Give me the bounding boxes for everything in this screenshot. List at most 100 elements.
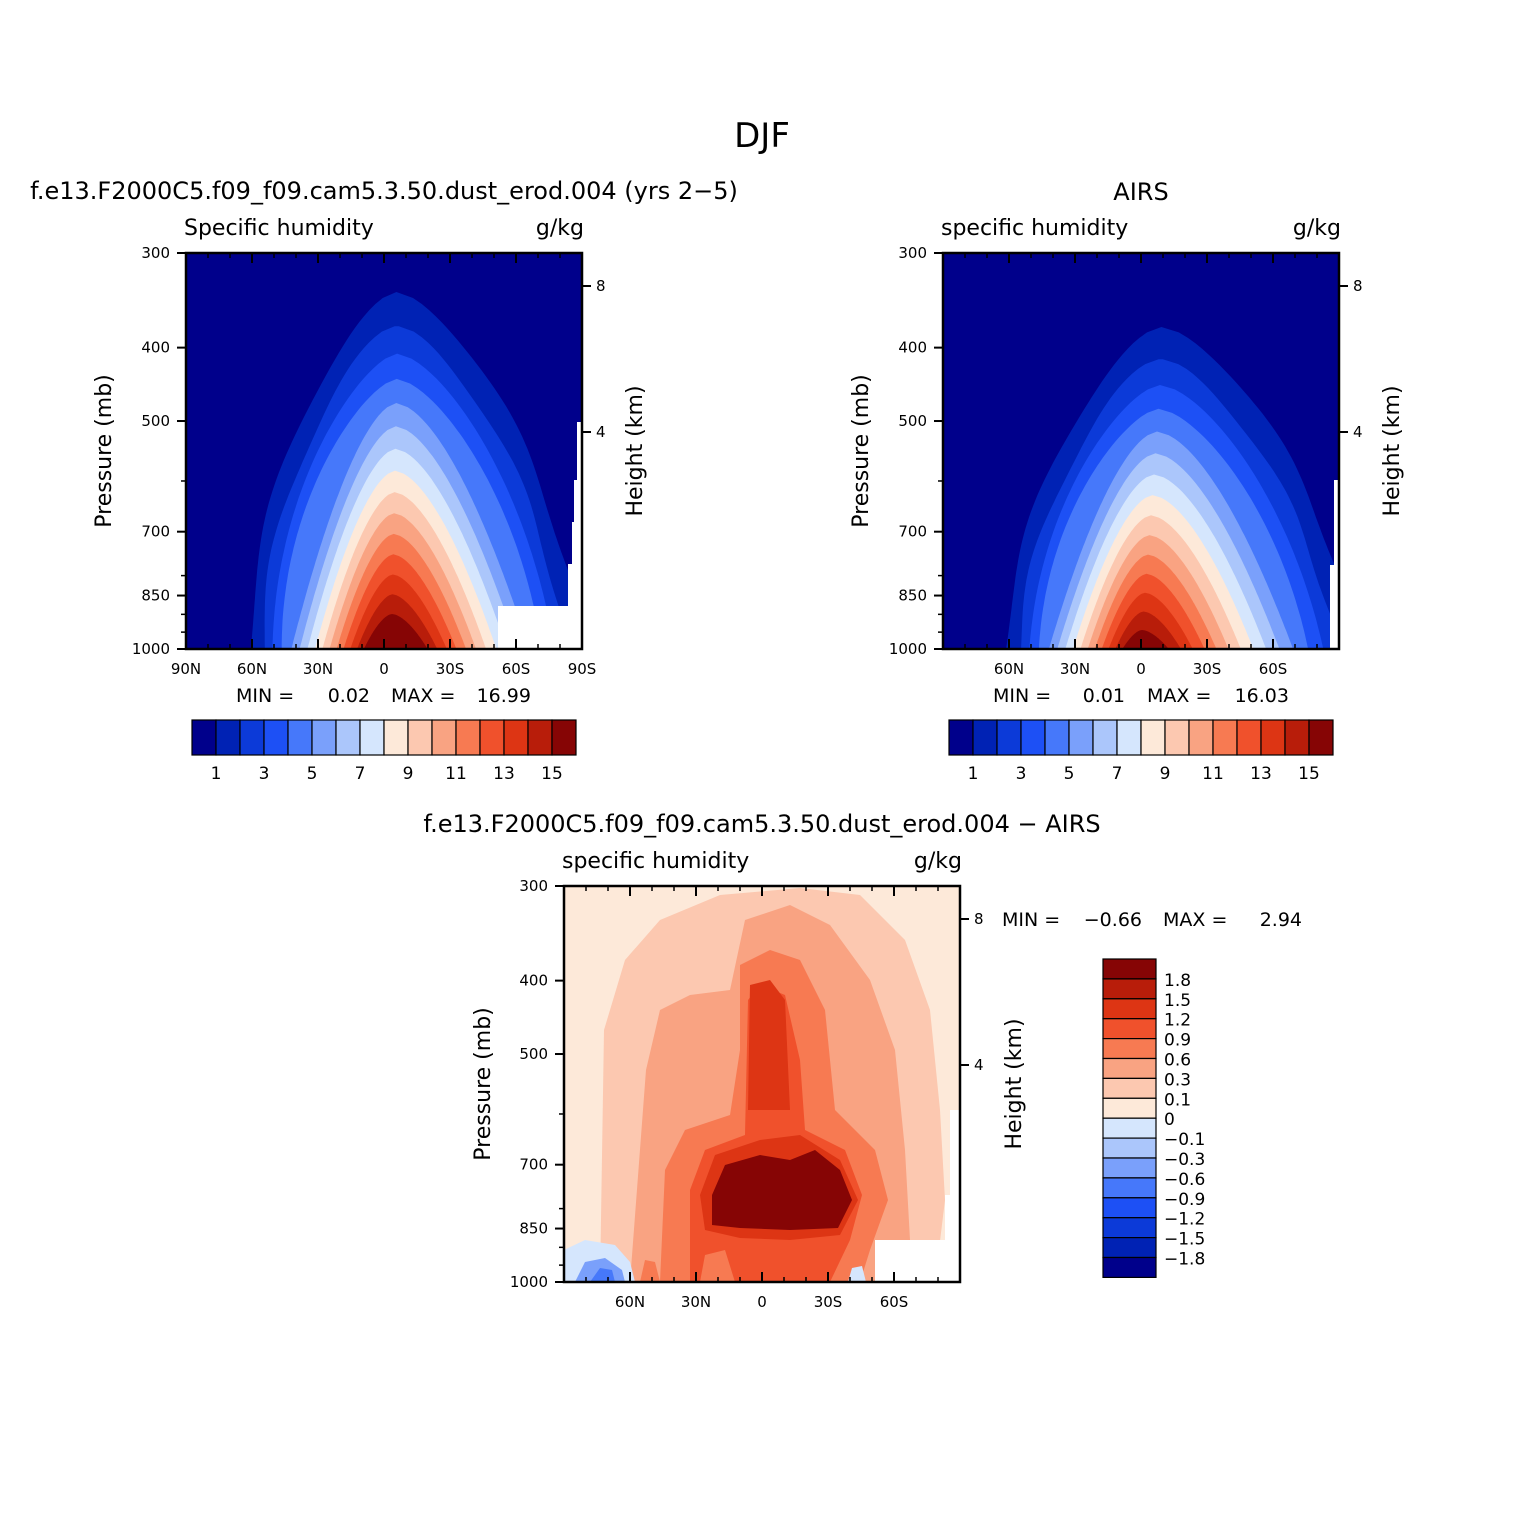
panel-airs-min-label: MIN = [993,685,1051,707]
colorbar-label: −0.9 [1164,1190,1205,1210]
contour-band [748,980,790,1110]
colorbar-cell [215,719,241,756]
missing-data-mask [945,1195,960,1245]
y-tick-label: 400 [898,339,927,357]
y-tick-label: 300 [519,877,548,895]
colorbar-cell [503,719,529,756]
colorbar-label: 0.6 [1164,1051,1191,1071]
colorbar-cell [551,719,577,756]
colorbar-label: 1 [968,764,979,784]
colorbar-label: 9 [403,764,414,784]
colorbar-cell [972,719,998,756]
colorbar-cell [239,719,265,756]
panel-airs-min-value: 0.01 [1083,685,1125,707]
panel-diff: f.e13.F2000C5.f09_f09.cam5.3.50.dust_ero… [423,810,1302,1311]
panel-diff-min-value: −0.66 [1084,909,1142,931]
colorbar-cell [1102,1137,1157,1159]
colorbar-label: 7 [355,764,366,784]
missing-data-mask [577,422,582,482]
colorbar-cell [311,719,337,756]
panel-model-units: g/kg [536,216,584,241]
colorbar-cell [335,719,361,756]
colorbar-cell [1102,1256,1157,1278]
colorbar-cell [359,719,385,756]
x-tick-label: 30S [1193,660,1222,678]
y-tick-label: 1000 [132,640,170,658]
contour-band [363,614,428,649]
colorbar-cell [1260,719,1286,756]
panel-airs-axes: 300 400 500 700 850 1000 8 4 60N 30N 0 30S 60S [889,244,1363,678]
colorbar-cell [1102,1236,1157,1259]
colorbar-cell [996,719,1022,756]
y-tick-label: 300 [898,244,927,262]
y-tick-label: 500 [141,412,170,430]
y-tick-label: 700 [898,523,927,541]
colorbar-label: 0 [1164,1110,1175,1130]
contour-band [640,1260,660,1282]
contour-band [1122,630,1169,649]
panel-diff-contours [564,886,960,1282]
panel-diff-max-label: MAX = [1163,909,1227,931]
colorbar-cell [1068,719,1094,756]
colorbar-label: 0.1 [1164,1090,1191,1110]
colorbar-label: 5 [1064,764,1075,784]
panel-model-variable: Specific humidity [184,216,374,241]
colorbar-cell [1102,1177,1157,1199]
y-tick-label: 400 [519,972,548,990]
colorbar-cell [431,719,457,756]
colorbar-cell [479,719,505,756]
panel-airs-variable: specific humidity [941,216,1128,241]
y-tick-label: 1000 [510,1273,548,1291]
y-tick-label: 500 [519,1045,548,1063]
colorbar-cell [1236,719,1262,756]
panel-diff-colorbar: 1.81.51.20.90.60.30.10−0.1−0.3−0.6−0.9−1… [1102,958,1205,1278]
x-tick-label: 60S [880,1293,909,1311]
panel-diff-ylabel: Pressure (mb) [471,1007,496,1161]
panel-diff-ylabel-right: Height (km) [1002,1018,1027,1149]
colorbar-label: −0.6 [1164,1170,1205,1190]
colorbar-cell [1092,719,1118,756]
colorbar-label: 11 [1202,764,1224,784]
colorbar-label: 3 [259,764,270,784]
colorbar-label: −1.2 [1164,1210,1205,1230]
panel-diff-units: g/kg [914,849,962,874]
y-tick-label: 700 [141,523,170,541]
colorbar-cell [948,719,974,756]
y-tick-label: 850 [141,587,170,605]
panel-model-colorbar: 1 3 5 7 9 11 13 15 [191,719,577,784]
y-tick-label: 850 [898,587,927,605]
panel-airs-max-value: 16.03 [1235,685,1289,707]
missing-data-mask [574,480,582,525]
colorbar-label: 1.5 [1164,991,1191,1011]
x-tick-label: 90N [171,660,201,678]
x-tick-label: 90S [568,660,597,678]
x-tick-label: 30S [814,1293,843,1311]
colorbar-label: 1 [211,764,222,784]
y-tick-label: 1000 [889,640,927,658]
colorbar-cell [1102,1157,1157,1179]
colorbar-label: 13 [493,764,515,784]
panel-diff-axes: 300 400 500 700 850 1000 8 4 60N 30N 0 30S 60S [510,877,984,1311]
x-tick-label: 0 [379,660,389,678]
x-tick-label: 60S [502,660,531,678]
colorbar-cell [1102,1117,1157,1139]
colorbar-label: −1.8 [1164,1250,1205,1270]
contour-band [712,1150,852,1230]
height-tick-label: 4 [1353,423,1363,441]
colorbar-cell [1102,1097,1157,1119]
x-tick-label: 60N [237,660,267,678]
colorbar-label: 15 [1298,764,1320,784]
colorbar-cell [383,719,409,756]
colorbar-label: 15 [541,764,563,784]
colorbar-label: 0.9 [1164,1031,1191,1051]
colorbar-cell [1102,1018,1157,1040]
missing-data-mask [568,564,582,614]
missing-data-mask [1334,480,1339,570]
panel-model-case-title: f.e13.F2000C5.f09_f09.cam5.3.50.dust_ero… [30,177,738,205]
colorbar-cell [1188,719,1214,756]
panel-model: f.e13.F2000C5.f09_f09.cam5.3.50.dust_ero… [30,177,738,784]
x-tick-label: 60N [615,1293,645,1311]
colorbar-label: −0.1 [1164,1130,1205,1150]
y-tick-label: 400 [141,339,170,357]
panel-diff-min-label: MIN = [1002,909,1060,931]
